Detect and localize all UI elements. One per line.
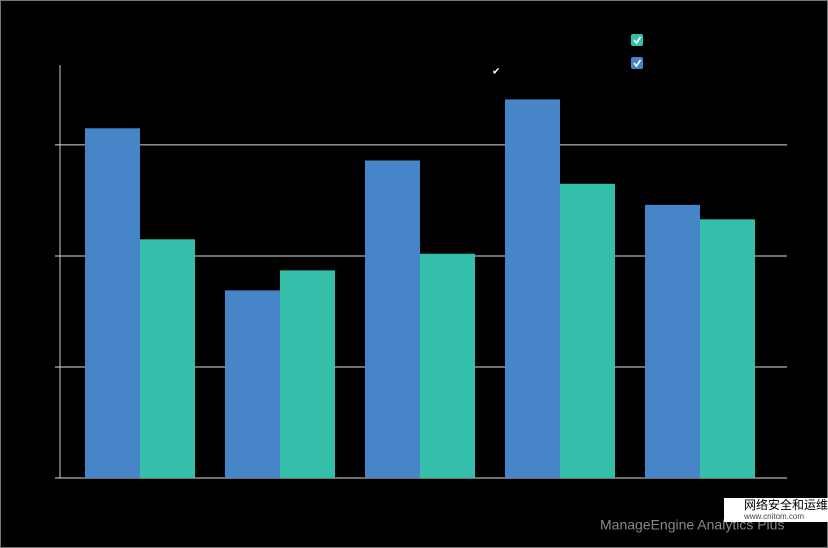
legend-check xyxy=(633,36,642,45)
bar xyxy=(85,128,140,478)
legend-check xyxy=(633,59,642,68)
bar xyxy=(365,160,420,478)
bar xyxy=(420,253,475,478)
site-url: www.cnitom.com xyxy=(743,512,804,521)
legend-checkbox xyxy=(631,57,643,69)
site-badge xyxy=(724,498,828,522)
bar xyxy=(140,239,195,478)
site-name: 网络安全和运维 xyxy=(744,497,828,512)
bar xyxy=(225,290,280,478)
bar xyxy=(645,204,700,479)
legend-checkbox xyxy=(631,34,643,46)
icon: ✔ xyxy=(492,67,500,78)
bar xyxy=(560,183,615,478)
bar xyxy=(700,219,755,478)
bar xyxy=(505,99,560,479)
bar xyxy=(280,270,335,478)
